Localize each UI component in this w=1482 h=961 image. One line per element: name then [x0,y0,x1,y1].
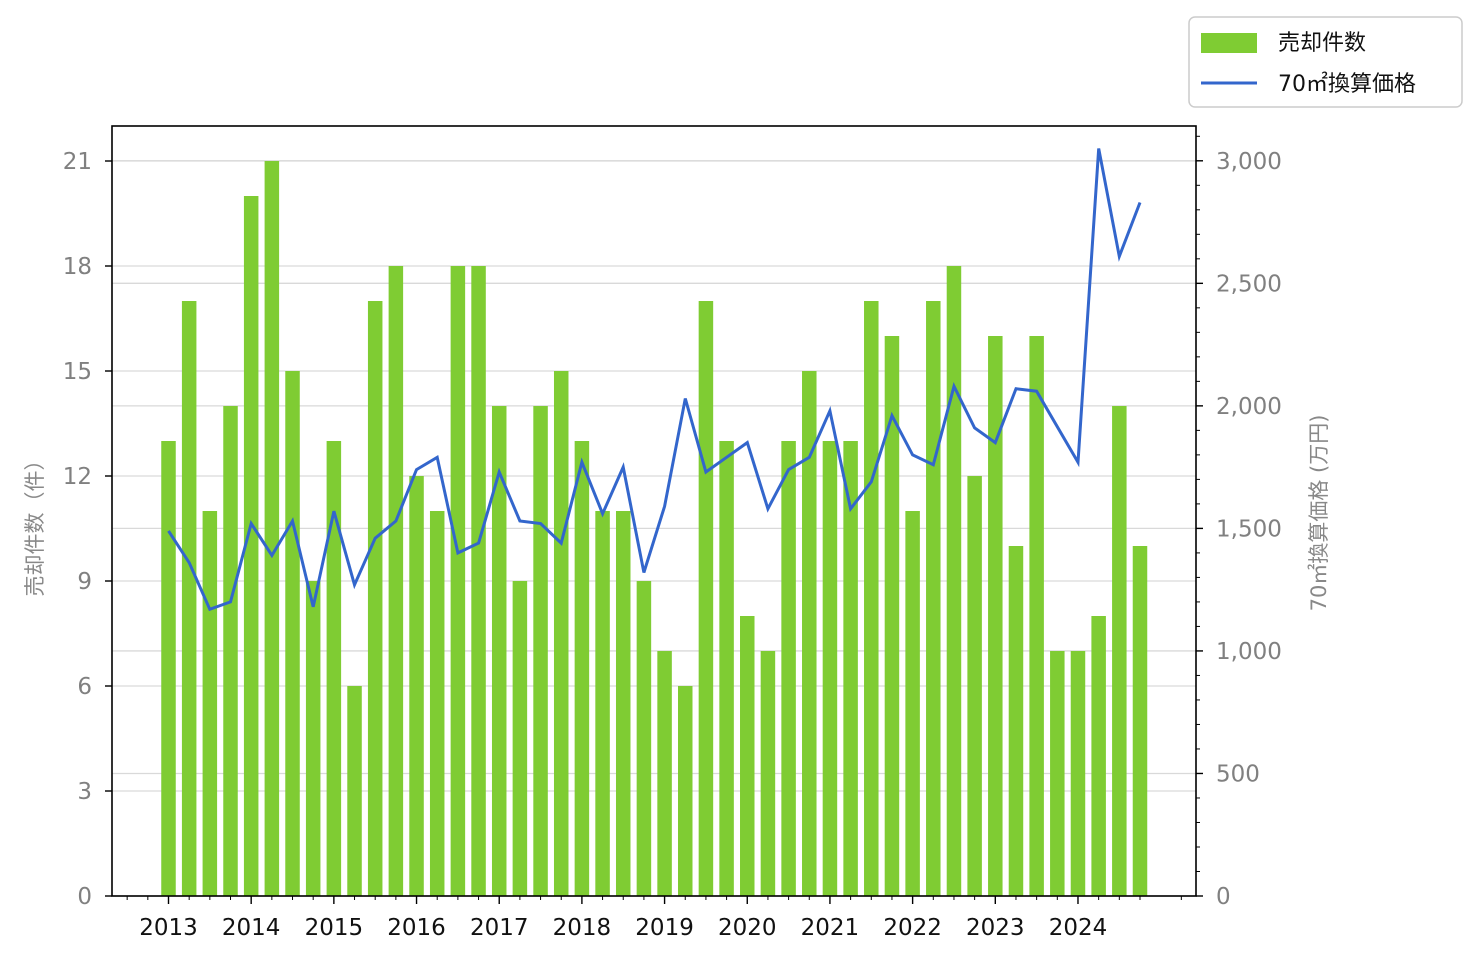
bar [491,406,507,896]
bar [615,511,631,896]
bar-series [161,161,1148,896]
bar [409,476,424,896]
bar [512,581,528,896]
legend-label-bar: 売却件数 [1278,31,1366,56]
legend-bar-swatch [1201,33,1257,53]
bar [471,266,486,896]
left-axis-title: 売却件数（件） [23,450,47,597]
bar [202,511,218,896]
bar [802,371,817,896]
x-tick-label: 2023 [966,915,1025,941]
price-line [167,148,1142,612]
bar [698,301,714,896]
x-axis-ticks: 2013 2014 2015 2016 2017 2018 2019 2020 2021 2022… [126,896,1182,941]
x-tick-label: 2021 [801,915,860,941]
legend: 売却件数 70㎡換算価格 [1188,16,1463,108]
bar [326,441,342,896]
x-tick-label: 2013 [139,915,198,941]
bar [1029,336,1044,896]
bar [347,686,362,896]
bar [305,581,321,896]
x-tick-label: 2015 [305,915,364,941]
bar [161,441,176,896]
right-tick-label: 2,500 [1216,271,1282,297]
right-tick-label: 1,000 [1216,639,1282,665]
bar [243,196,259,896]
bar [388,266,404,896]
bar [1112,406,1127,896]
left-tick-label: 21 [63,149,92,175]
bar [367,301,383,896]
bar [1091,616,1106,896]
right-tick-label: 500 [1216,761,1260,787]
bar [429,511,445,896]
bar [1008,546,1024,896]
bar [574,441,590,896]
bar [181,301,197,896]
left-tick-label: 12 [63,464,92,490]
bar [1070,651,1086,896]
x-tick-label: 2024 [1049,915,1108,941]
x-tick-label: 2019 [635,915,694,941]
bar [450,266,466,896]
bar [967,476,982,896]
right-axis-ticks: 0 500 1,000 1,500 2,000 2,500 3,000 [1196,135,1282,910]
bar [946,266,962,896]
legend-label-line: 70㎡換算価格 [1278,71,1416,97]
bar [843,441,858,896]
legend-frame [1188,16,1463,108]
bar [781,441,796,896]
bar [905,511,920,896]
left-tick-label: 9 [77,569,92,595]
x-tick-label: 2018 [553,915,612,941]
bar [822,441,838,896]
bar [760,651,776,896]
left-tick-label: 15 [63,359,92,385]
bar [926,301,941,896]
bar [740,616,755,896]
right-tick-label: 2,000 [1216,394,1282,420]
bar [636,581,652,896]
bar [678,686,693,896]
x-tick-label: 2017 [470,915,529,941]
right-axis-title: 70㎡換算価格 (万円) [1307,415,1331,612]
left-tick-label: 18 [63,254,92,280]
plot-frame [111,125,1197,897]
bar [285,371,300,896]
right-tick-label: 1,500 [1216,516,1282,542]
x-tick-label: 2014 [222,915,281,941]
bar [988,336,1003,896]
left-axis-ticks: 0 3 6 9 12 15 18 21 [63,149,112,910]
bar [553,371,569,896]
bar [884,336,900,896]
left-tick-label: 0 [77,884,92,910]
left-tick-label: 3 [77,779,92,805]
bar [1132,546,1148,896]
bar [223,406,238,896]
bar [657,651,672,896]
bar [1050,651,1065,896]
right-tick-label: 3,000 [1216,149,1282,175]
x-tick-label: 2016 [387,915,446,941]
bar [595,511,610,896]
x-tick-label: 2022 [883,915,942,941]
bar [264,161,280,896]
x-tick-label: 2020 [718,915,777,941]
bar [719,441,734,896]
right-tick-label: 0 [1216,884,1231,910]
left-tick-label: 6 [77,674,92,700]
bar [864,301,879,896]
bar [533,406,548,896]
